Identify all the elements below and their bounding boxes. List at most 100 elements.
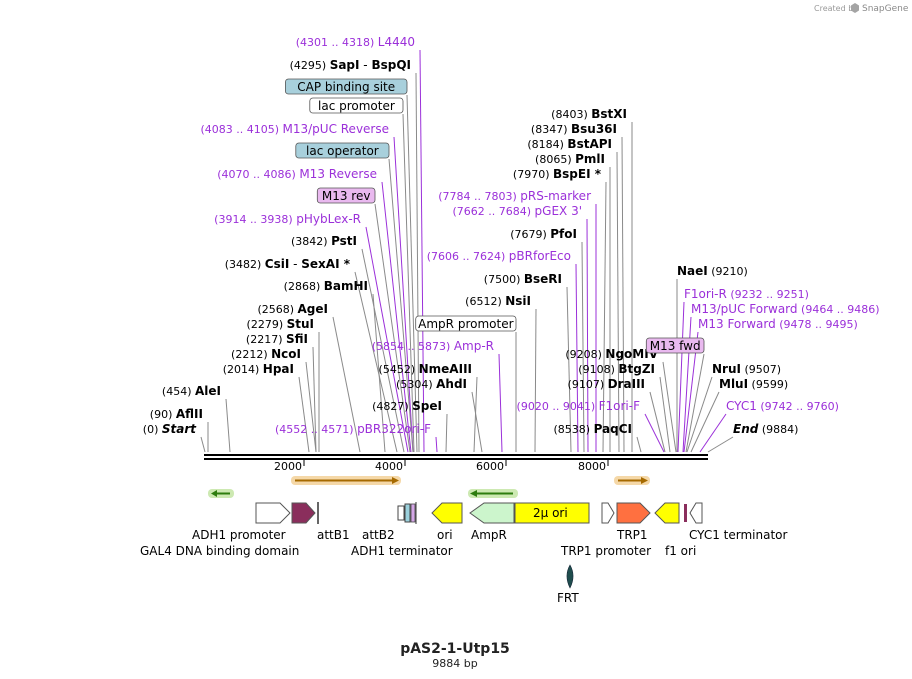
label-text: (6512) NsiI <box>465 294 531 308</box>
site-label: (7784 .. 7803) pRS-marker <box>438 189 591 203</box>
site-label: (2868) BamHI <box>284 279 368 293</box>
attb2-marker <box>397 505 405 521</box>
feature-label: AmpR <box>471 528 507 542</box>
leader-line <box>402 113 415 453</box>
label-text: (3914 .. 3938) pHybLex-R <box>214 212 361 226</box>
orf-arrow <box>291 476 401 485</box>
label-text: (8403) BstXI <box>551 107 627 121</box>
leader-line <box>575 263 579 453</box>
leader-line <box>332 316 361 453</box>
tag-label: CAP binding site <box>297 80 395 94</box>
label-text: (3482) CsiI - SexAI * <box>225 257 351 271</box>
label-text: (4827) SpeI <box>372 399 442 413</box>
feature-label: ori <box>437 528 453 542</box>
site-label: (2217) SfiI <box>246 332 308 346</box>
label-text: (7679) PfoI <box>510 227 577 241</box>
site-label: (3482) CsiI - SexAI * <box>225 257 351 271</box>
cyc1-terminator-arrow <box>689 502 703 524</box>
site-label: (454) AleI <box>162 384 221 398</box>
leader-line <box>699 413 727 453</box>
tag-box <box>295 142 390 159</box>
label-text: (8065) PmlI <box>535 152 605 166</box>
leader-line <box>305 361 317 453</box>
site-label: MluI (9599) <box>719 377 788 391</box>
leader-line <box>659 376 671 453</box>
site-label: M13 rev <box>316 187 376 204</box>
label-text: M13 Forward (9478 .. 9495) <box>698 317 858 331</box>
site-label: AmpR promoter <box>415 315 517 332</box>
adh1-terminator-marker <box>404 503 411 523</box>
label-text: (4295) SapI - BspQI <box>290 58 411 72</box>
label-text: End (9884) <box>733 422 798 436</box>
label-text: MluI (9599) <box>719 377 788 391</box>
site-label: (8403) BstXI <box>551 107 627 121</box>
trp1-arrow <box>616 502 651 524</box>
label-text: (7500) BseRI <box>484 272 562 286</box>
feature-label: f1 ori <box>665 544 696 558</box>
site-label: (6512) NsiI <box>465 294 531 308</box>
leader-line <box>621 136 625 453</box>
label-text: (8538) PaqCI <box>553 422 632 436</box>
label-text: (2212) NcoI <box>231 347 301 361</box>
site-label: (9108) BtgZI <box>578 362 655 376</box>
site-label: (0) Start <box>143 422 197 436</box>
site-label: lac promoter <box>309 97 404 114</box>
feature-label: TRP1 promoter <box>560 544 651 558</box>
label-text: (7662 .. 7684) pGEX 3' <box>452 204 582 218</box>
label-text: (7606 .. 7624) pBRforEco <box>427 249 571 263</box>
leader-line <box>381 181 412 453</box>
site-label: (7500) BseRI <box>484 272 562 286</box>
site-label: lac operator <box>295 142 390 159</box>
axis-tick-label: 4000 <box>375 460 403 473</box>
sequence-backbone <box>204 454 708 460</box>
label-text: F1ori-R (9232 .. 9251) <box>684 287 809 301</box>
leader-line <box>649 391 666 453</box>
feature-label: attB2 <box>362 528 395 542</box>
site-label: (3914 .. 3938) pHybLex-R <box>214 212 361 226</box>
leader-line <box>361 248 405 453</box>
site-label: (90) AflII <box>150 407 203 421</box>
label-text: (9020 .. 9041) F1ori-F <box>517 399 641 413</box>
created-by-credit: Created by <box>814 4 858 13</box>
label-text: CYC1 (9742 .. 9760) <box>726 399 839 413</box>
site-label: CAP binding site <box>284 78 408 95</box>
leader-line <box>365 226 409 453</box>
feature-label: GAL4 DNA binding domain <box>140 544 299 558</box>
leader-line <box>298 376 310 453</box>
label-text: (4552 .. 4571) pBR322ori-F <box>275 422 431 436</box>
tag-box <box>309 97 404 114</box>
ori-arrow <box>431 502 463 524</box>
snapgene-brand: SnapGene <box>862 4 909 14</box>
leader-lines <box>200 49 734 453</box>
leader-line <box>602 181 607 453</box>
orf-arrow <box>468 489 518 498</box>
label-text: (9108) BtgZI <box>578 362 655 376</box>
site-label: (7970) BspEI * <box>513 167 602 181</box>
label-text: (2014) HpaI <box>223 362 294 376</box>
leader-line <box>616 151 620 453</box>
leader-line <box>406 94 418 453</box>
leader-line <box>393 136 414 453</box>
label-text: (7970) BspEI * <box>513 167 602 181</box>
label-text: (5452) NmeAIII <box>379 362 472 376</box>
tag-label: lac operator <box>306 144 379 158</box>
leader-line <box>662 361 677 453</box>
two-micron-ori-box <box>514 502 590 524</box>
site-label: F1ori-R (9232 .. 9251) <box>684 287 809 301</box>
site-label: (9107) DraIII <box>568 377 645 391</box>
label-text: (90) AflII <box>150 407 203 421</box>
adh1-promoter-arrow <box>255 502 291 524</box>
tag-label: AmpR promoter <box>418 317 513 331</box>
leader-line <box>690 391 720 453</box>
axis-tick-label: 6000 <box>476 460 504 473</box>
label-text: (4301 .. 4318) L4440 <box>296 35 415 49</box>
site-label: M13/pUC Forward (9464 .. 9486) <box>691 302 880 316</box>
site-label: (5304) AhdI <box>396 377 467 391</box>
site-label: (2568) AgeI <box>257 302 328 316</box>
length-axis: 2000 4000 6000 8000 <box>274 459 609 473</box>
orf-arrow <box>208 489 234 498</box>
tag-box <box>284 78 408 95</box>
leader-line <box>636 436 642 453</box>
tag-label: lac promoter <box>318 99 395 113</box>
